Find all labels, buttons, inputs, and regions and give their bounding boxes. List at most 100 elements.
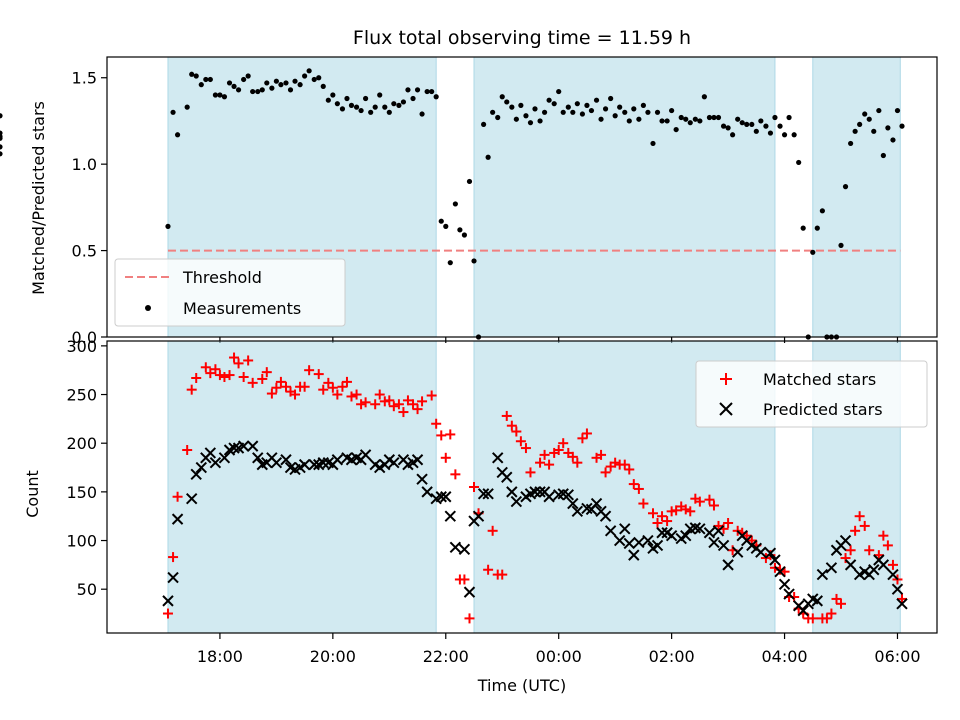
predicted-stars-point (218, 452, 231, 464)
matched-stars-point (685, 506, 696, 517)
predicted-stars-point (887, 568, 899, 581)
predicted-stars-point (421, 486, 433, 498)
predicted-stars-point-b (284, 461, 297, 474)
measurement-point (546, 97, 552, 103)
matched-stars-point (313, 369, 324, 380)
predicted-stars-point (529, 486, 541, 498)
matched-stars-point (896, 593, 907, 604)
matched-stars-point (356, 399, 367, 410)
predicted-stars-point-b (383, 454, 396, 466)
measurement-point (302, 73, 308, 79)
measurement-point (207, 76, 213, 83)
measurement-point (659, 118, 665, 124)
predicted-stars-point (783, 588, 795, 600)
predicted-stars-point-b (308, 458, 320, 471)
measurement-point (362, 95, 369, 102)
predicted-stars-point-b (341, 452, 353, 464)
matched-stars-point (807, 613, 818, 624)
matched-stars-point (535, 457, 546, 468)
measurement-point (457, 227, 463, 233)
measurement-point (819, 208, 825, 214)
predicted-stars-point-b (581, 502, 593, 515)
measurement-point (876, 107, 882, 114)
predicted-stars-point (694, 523, 706, 535)
predicted-stars-point-b (322, 456, 335, 469)
measurement-point (250, 88, 256, 95)
predicted-stars-point (628, 549, 640, 561)
measurement-point (697, 118, 703, 124)
predicted-stars-point-b (388, 456, 400, 469)
predicted-stars-point (778, 578, 791, 591)
predicted-stars-point (651, 539, 664, 552)
top-shaded-region (473, 56, 776, 338)
predicted-stars-point-b (463, 586, 476, 598)
matched-stars-point (836, 598, 847, 609)
measurement-point (541, 109, 548, 115)
predicted-stars-point-b (613, 534, 626, 547)
matched-stars-point (238, 372, 249, 383)
predicted-stars-point-b (811, 595, 824, 607)
matched-stars-point (214, 370, 225, 381)
bottom-xtick-label: 18:00 (197, 647, 243, 666)
measurement-point (348, 102, 355, 108)
matched-stars-point (459, 574, 470, 585)
measurement-point (358, 107, 364, 114)
measurement-point (306, 68, 312, 74)
predicted-stars-point-b (651, 539, 664, 552)
predicted-stars-point (717, 539, 730, 552)
measurement-point (781, 132, 788, 138)
bottom-xlabel: Time (UTC) (477, 676, 566, 695)
predicted-stars-point-b (746, 539, 758, 552)
predicted-stars-point-b (778, 578, 791, 591)
top-axes-frame (106, 56, 938, 338)
measurement-point (664, 118, 670, 124)
bottom-ylabel: Count (23, 470, 42, 518)
measurement-point (584, 102, 590, 108)
matched-stars-point (370, 399, 381, 410)
measurement-point (772, 114, 778, 121)
predicted-stars-point-b (270, 456, 283, 469)
measurement-point (796, 159, 802, 166)
measurement-point (626, 118, 632, 124)
measurement-point (551, 101, 557, 107)
matched-stars-point (200, 362, 211, 373)
measurement-point (857, 121, 863, 128)
predicted-stars-point (204, 447, 217, 459)
matched-stars-point (581, 428, 592, 439)
predicted-stars-point-b (237, 440, 250, 452)
measurement-point (744, 121, 750, 128)
matched-stars-point (713, 520, 724, 531)
predicted-stars-point (703, 527, 716, 539)
predicted-stars-point-b (458, 543, 471, 556)
measurement-point (165, 223, 171, 229)
measurement-point (758, 118, 764, 124)
predicted-stars-point (162, 595, 174, 607)
measurement-point (683, 116, 689, 122)
top-ytick-label: 1.5 (72, 69, 97, 88)
legend-predicted-label: Predicted stars (763, 400, 883, 419)
predicted-stars-point-b (209, 456, 222, 469)
measurement-point (862, 111, 868, 117)
predicted-stars-point (506, 486, 518, 498)
matched-stars-point (290, 389, 301, 400)
predicted-stars-point (388, 456, 400, 469)
measurement-point (899, 123, 905, 129)
predicted-stars-point-b (534, 486, 546, 498)
matched-stars-point (882, 540, 893, 551)
predicted-stars-point (492, 452, 504, 464)
predicted-stars-point (359, 449, 372, 461)
measurement-point (730, 132, 736, 138)
predicted-stars-point-b (167, 571, 179, 584)
predicted-stars-point-b (369, 458, 381, 471)
measurement-point (259, 87, 265, 93)
measurement-point (767, 130, 774, 136)
predicted-stars-point-b (891, 583, 904, 595)
measurement-point (235, 87, 242, 93)
matched-stars-point (229, 352, 240, 363)
measurement-point (410, 95, 416, 102)
measurement-point (269, 85, 275, 91)
matched-stars-point (831, 593, 842, 604)
matched-stars-point (633, 483, 644, 494)
bottom-axes-frame (106, 340, 938, 634)
predicted-stars-point-b (204, 447, 217, 459)
